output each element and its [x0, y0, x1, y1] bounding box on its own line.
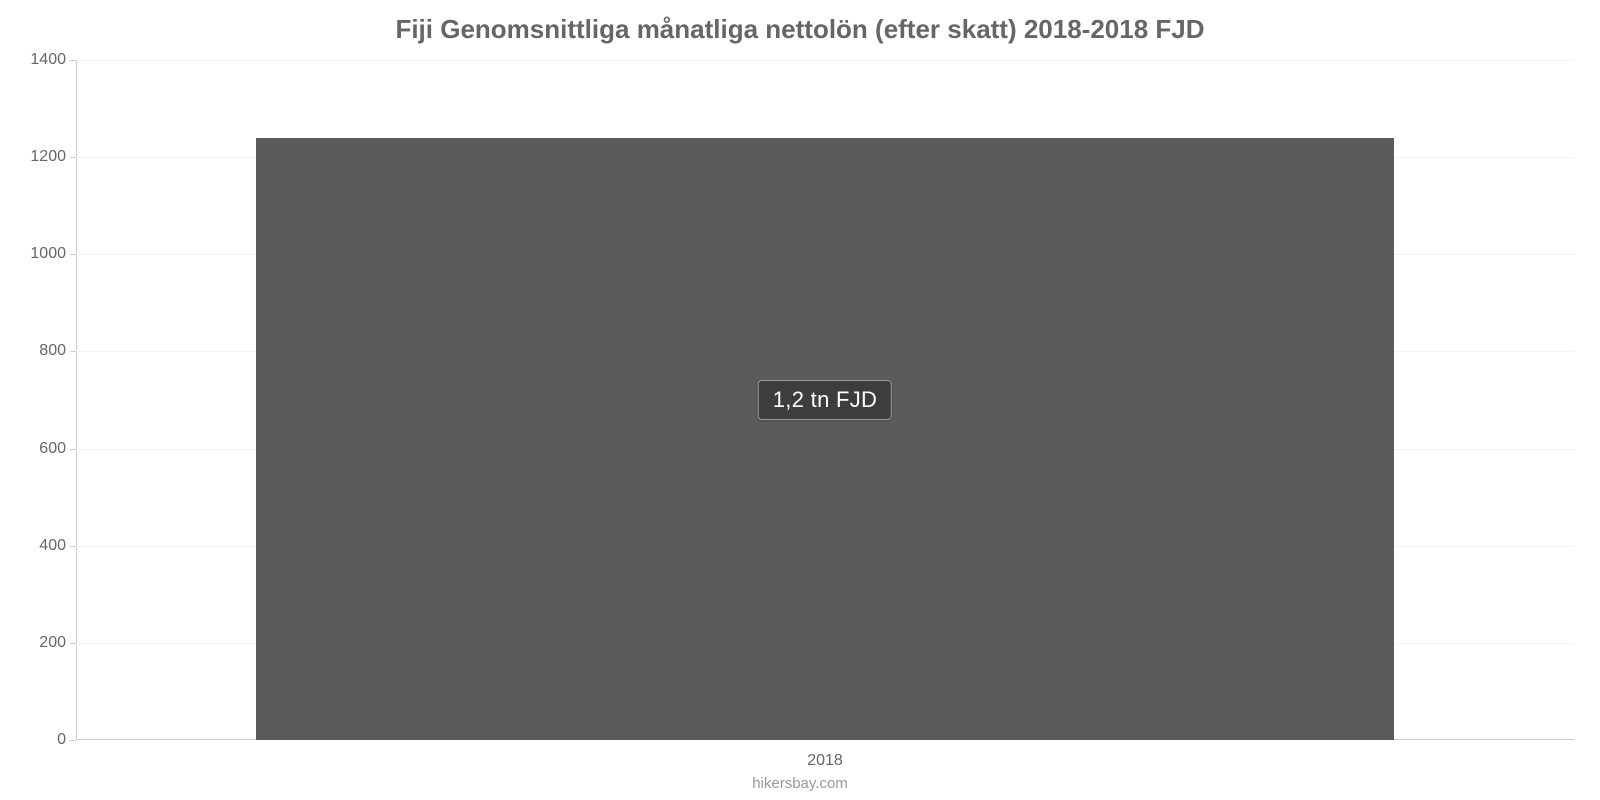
gridline — [76, 60, 1574, 61]
bar[interactable]: 2018 — [256, 138, 1394, 740]
credit-text: hikersbay.com — [0, 775, 1600, 792]
y-tick-label: 400 — [39, 537, 76, 555]
plot-area: 020040060080010001200140020181,2 tn FJD — [76, 60, 1574, 740]
bar-chart: Fiji Genomsnittliga månatliga nettolön (… — [0, 0, 1600, 800]
chart-title: Fiji Genomsnittliga månatliga nettolön (… — [0, 14, 1600, 45]
y-tick-label: 600 — [39, 440, 76, 458]
y-tick-label: 1000 — [30, 245, 76, 263]
y-tick-label: 200 — [39, 634, 76, 652]
x-tick-label: 2018 — [807, 752, 843, 770]
y-tick-label: 1200 — [30, 148, 76, 166]
y-tick-label: 800 — [39, 342, 76, 360]
y-tick-label: 0 — [57, 731, 76, 749]
y-axis — [76, 60, 77, 740]
y-tick-label: 1400 — [30, 51, 76, 69]
tooltip: 1,2 tn FJD — [758, 380, 892, 420]
